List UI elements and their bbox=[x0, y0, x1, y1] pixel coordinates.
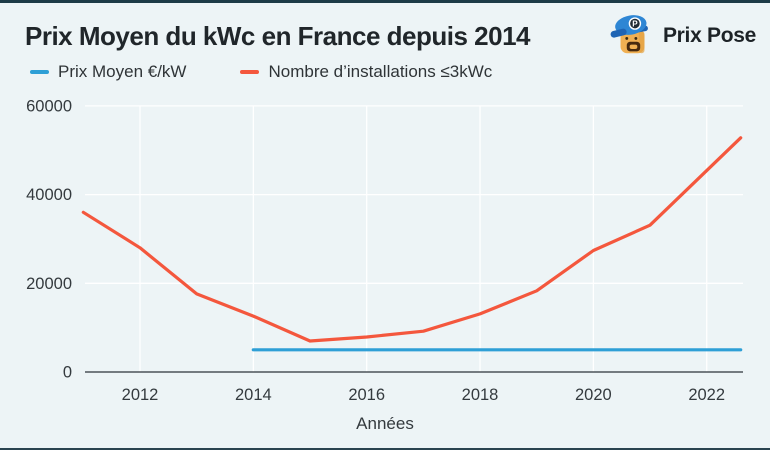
series-layer bbox=[83, 138, 740, 350]
y-tick-label: 40000 bbox=[26, 186, 72, 204]
series-line-installations bbox=[83, 138, 740, 341]
x-tick-label: 2012 bbox=[122, 386, 159, 404]
x-tick-label: 2014 bbox=[235, 386, 272, 404]
x-tick-label: 2022 bbox=[688, 386, 725, 404]
y-tick-label: 0 bbox=[63, 364, 72, 382]
x-tick-label: 2018 bbox=[462, 386, 499, 404]
y-tick-label: 20000 bbox=[26, 275, 72, 293]
tick-label-layer: 2012 2014 2016 2018 2020 2022 0 20000 40000 60000 bbox=[26, 97, 725, 404]
chart-card: Prix Moyen du kWc en France depuis 2014 … bbox=[0, 0, 770, 450]
x-tick-label: 2020 bbox=[575, 386, 612, 404]
y-tick-label: 60000 bbox=[26, 97, 72, 115]
x-axis-title: Années bbox=[356, 414, 414, 433]
chart-svg: 2012 2014 2016 2018 2020 2022 0 20000 40000 60000… bbox=[0, 0, 770, 450]
x-tick-label: 2016 bbox=[348, 386, 385, 404]
